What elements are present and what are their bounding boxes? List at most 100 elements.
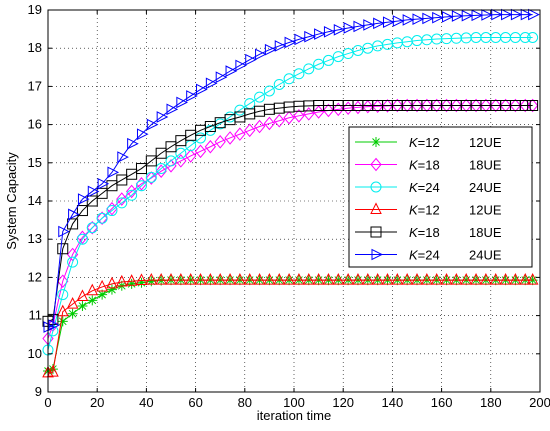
- data-point: [460, 98, 472, 113]
- data-point: [57, 316, 68, 327]
- data-point: [371, 272, 384, 285]
- y-tick-label: 16: [28, 117, 42, 132]
- data-point: [67, 256, 79, 268]
- data-point: [361, 272, 374, 285]
- y-tick-label: 15: [28, 155, 42, 170]
- legend-item: K=12 12UE: [355, 202, 502, 218]
- data-point: [76, 233, 88, 245]
- data-point: [470, 98, 482, 113]
- data-point: [283, 110, 295, 125]
- data-point: [135, 273, 148, 285]
- data-point: [412, 13, 425, 25]
- series-4: [42, 272, 539, 378]
- data-point: [57, 289, 69, 301]
- legend-label-value: =12: [418, 203, 440, 218]
- data-point: [451, 10, 464, 22]
- data-point: [499, 272, 512, 285]
- data-point: [332, 272, 345, 285]
- data-point: [312, 272, 325, 285]
- data-point: [527, 100, 539, 111]
- x-tick-label: 140: [382, 395, 404, 410]
- data-point: [175, 272, 187, 285]
- legend-label: K=18: [409, 158, 440, 173]
- data-point: [97, 289, 108, 300]
- legend-label: K=24: [409, 180, 440, 195]
- data-point: [184, 272, 197, 285]
- data-point: [253, 272, 266, 285]
- data-point: [501, 8, 513, 21]
- data-point: [204, 139, 217, 154]
- legend-label: K=12: [409, 203, 440, 218]
- data-point: [146, 118, 159, 131]
- legend-label: K=24: [409, 248, 440, 263]
- data-point: [77, 301, 88, 312]
- data-point: [165, 272, 177, 285]
- legend-marker: [371, 248, 384, 261]
- data-point: [86, 283, 99, 296]
- y-tick-label: 19: [28, 2, 42, 17]
- data-point: [87, 185, 100, 198]
- data-point: [253, 119, 266, 134]
- data-point: [116, 197, 128, 209]
- data-point: [490, 98, 502, 113]
- data-point: [442, 11, 454, 23]
- data-point: [97, 178, 110, 190]
- data-point: [480, 272, 492, 285]
- data-point: [422, 12, 434, 25]
- data-point: [186, 90, 198, 102]
- data-point: [401, 272, 413, 285]
- data-point: [145, 171, 157, 185]
- data-point: [411, 98, 423, 113]
- data-point: [196, 83, 208, 96]
- data-point: [273, 272, 286, 285]
- data-point: [243, 272, 256, 285]
- data-point: [526, 272, 539, 285]
- tick-labels: 0 20 40 60 80 100 120 140 160 180 200 9 10 11 12 13 14 15…: [28, 2, 550, 410]
- data-point: [215, 71, 228, 84]
- data-point: [116, 174, 128, 186]
- legend-item: K=24 24UE: [355, 180, 502, 195]
- data-point: [303, 63, 315, 75]
- data-point: [526, 98, 539, 113]
- y-tick-label: 11: [29, 308, 43, 323]
- legend-marker: [370, 157, 382, 172]
- legend-label-ue: 18UE: [469, 225, 502, 240]
- data-point: [96, 212, 108, 224]
- data-point: [115, 274, 128, 287]
- data-point: [214, 135, 226, 149]
- legend-marker: [370, 181, 382, 193]
- data-point: [382, 16, 395, 29]
- series-6: [43, 8, 540, 333]
- data-point: [509, 272, 522, 285]
- legend-box: [348, 126, 533, 268]
- data-point: [263, 85, 275, 97]
- data-point: [106, 180, 118, 192]
- legend-label-italic: K: [409, 203, 419, 218]
- data-point: [194, 272, 207, 285]
- data-point: [371, 99, 384, 114]
- x-tick-label: 40: [139, 395, 153, 410]
- data-point: [57, 274, 69, 289]
- data-point: [302, 272, 315, 285]
- y-tick-label: 14: [28, 193, 42, 208]
- data-point: [77, 193, 90, 205]
- data-point: [264, 43, 277, 56]
- data-point: [126, 278, 137, 289]
- data-point: [362, 99, 374, 114]
- x-tick-label: 80: [238, 395, 252, 410]
- data-point: [155, 147, 167, 159]
- data-point: [135, 163, 147, 175]
- data-point: [165, 155, 177, 167]
- x-tick-label: 60: [188, 395, 202, 410]
- data-point: [185, 149, 197, 163]
- legend-marker: [371, 137, 381, 147]
- data-point: [86, 222, 98, 234]
- x-axis-title: iteration time: [257, 408, 331, 423]
- data-point: [431, 98, 443, 113]
- data-point: [471, 9, 484, 22]
- data-point: [48, 319, 61, 331]
- data-point: [86, 195, 98, 207]
- data-point: [323, 25, 336, 38]
- data-point: [293, 109, 305, 123]
- data-point: [156, 111, 169, 123]
